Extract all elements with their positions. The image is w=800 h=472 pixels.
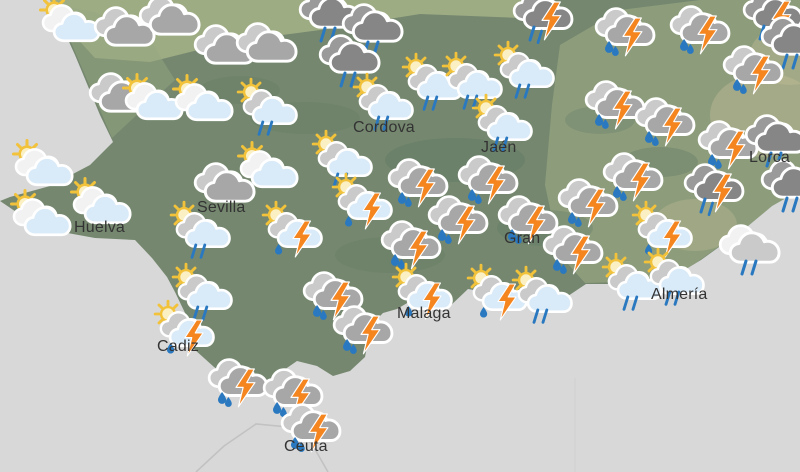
sun-cloud-icon [70, 177, 132, 225]
sun-thunder-icon [466, 263, 528, 321]
city-label-cadiz: Cadiz [157, 338, 199, 355]
city-label-almeria: Almería [651, 286, 708, 303]
sun-cloud-icon [12, 139, 74, 187]
sun-rain-icon [511, 265, 573, 324]
sun-cloud-icon [172, 74, 234, 122]
sun-thunder-icon [391, 262, 453, 320]
sun-rain-icon [169, 200, 231, 259]
city-label-jaen: Jaén [481, 139, 517, 156]
sun-cloud-icon [10, 189, 72, 237]
sun-rain-icon [311, 129, 373, 188]
sun-thunder-icon [153, 299, 215, 357]
sun-cloud-icon [237, 141, 299, 189]
city-label-ceuta: Ceuta [284, 438, 328, 455]
sun-cloud-icon [122, 73, 184, 121]
sun-rain-icon [643, 247, 705, 306]
sun-cloud-icon [39, 0, 101, 43]
city-label-gran: Gran [504, 230, 541, 247]
sun-rain-icon [236, 77, 298, 136]
sun-rain-icon [171, 262, 233, 321]
sun-rain-icon [493, 40, 555, 99]
sun-rain-icon [401, 52, 463, 111]
city-label-cordova: Cordova [353, 119, 415, 136]
sun-rain-icon [352, 72, 414, 131]
city-label-sevilla: Sevilla [197, 199, 246, 216]
city-label-huelva: Huelva [74, 219, 126, 236]
city-label-malaga: Malaga [397, 305, 451, 322]
coastline-morocco [195, 423, 329, 472]
sun-rain-icon [471, 93, 533, 152]
city-label-lorca: Lorca [749, 149, 791, 166]
sun-thunder-icon [331, 172, 393, 230]
sun-rain-icon [441, 51, 503, 110]
sun-rain-icon [601, 252, 663, 311]
sun-thunder-icon [261, 200, 323, 258]
sun-thunder-icon [631, 200, 693, 258]
